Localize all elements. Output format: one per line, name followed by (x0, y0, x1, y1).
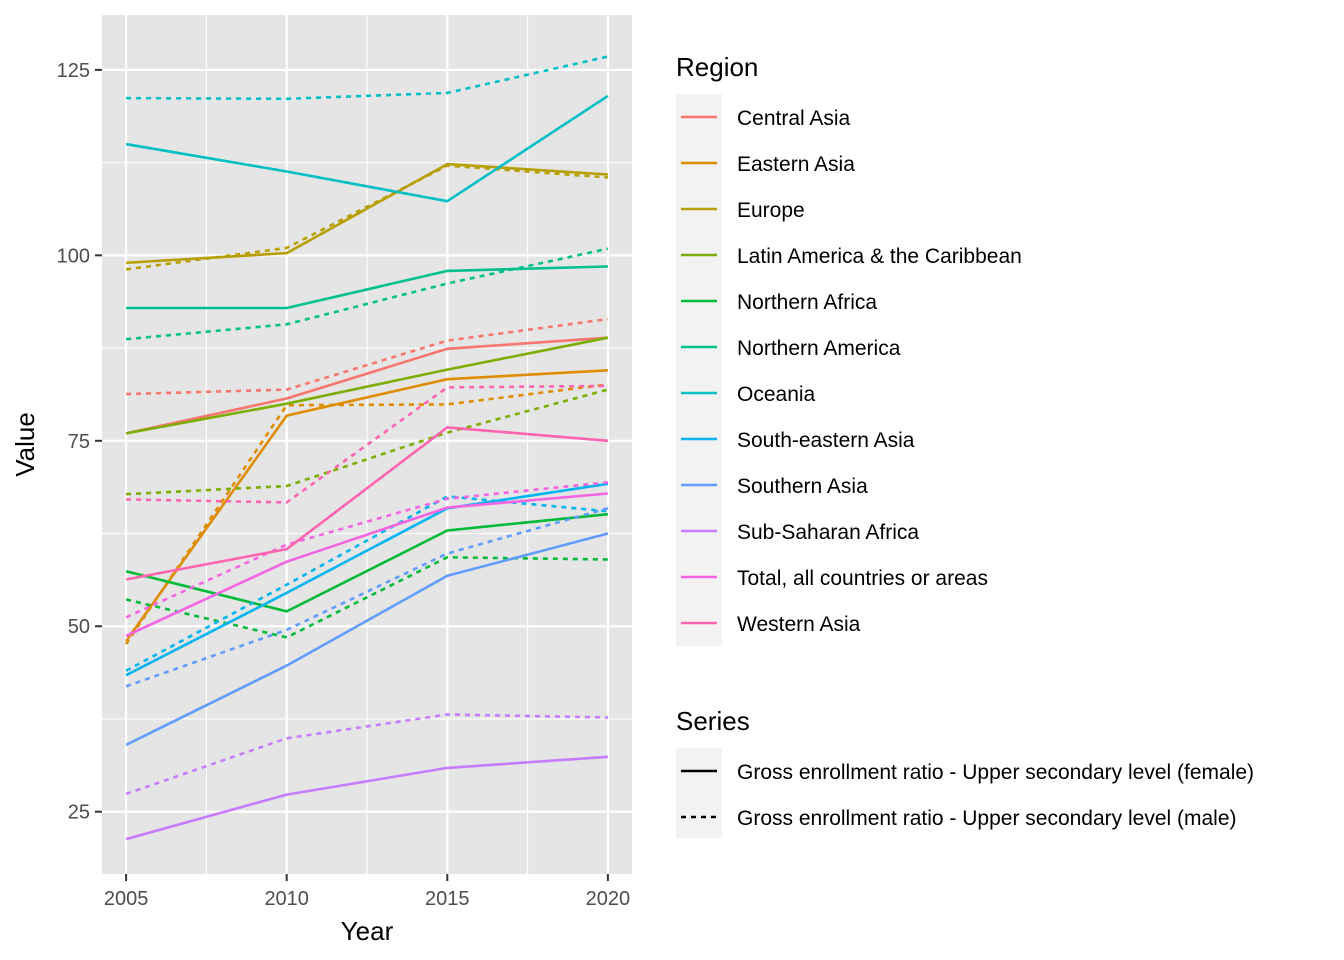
series-line-western-asia-female (125, 426, 609, 581)
series-line-total-all-countries-or-areas-female (125, 492, 609, 638)
legend-label-western-asia: Western Asia (737, 613, 861, 636)
series-line-sub-saharan-africa-female (125, 755, 608, 841)
series-line-europe-male (125, 164, 608, 271)
legend-series-title: Series (676, 706, 750, 736)
y-tick-label: 25 (68, 802, 90, 824)
legend-region-title: Region (676, 52, 758, 82)
x-axis: 2005 2010 2015 2020 (104, 874, 630, 910)
x-tick-label: 2015 (425, 888, 470, 910)
series-line-latin-america-the-caribbean-female (125, 336, 609, 435)
legend-label-europe: Europe (737, 199, 805, 222)
series-line-latin-america-the-caribbean-male (126, 388, 609, 496)
series-line-total-all-countries-or-areas-male (125, 481, 609, 619)
series-line-northern-africa-male (125, 555, 608, 639)
series-line-northern-america-female (126, 265, 608, 310)
legend-label-southern-asia: Southern Asia (737, 475, 868, 498)
series-line-central-asia-female (125, 336, 608, 435)
series-line-oceania-female (125, 94, 609, 203)
legend-label-male: Gross enrollment ratio - Upper secondary… (737, 807, 1237, 830)
series-line-south-eastern-asia-female (125, 482, 609, 677)
series-lines (125, 55, 609, 841)
series-line-sub-saharan-africa-male (125, 713, 608, 796)
major-gridlines (102, 15, 632, 874)
series-line-central-asia-male (126, 317, 609, 396)
legend-label-total-all-countries-or-areas: Total, all countries or areas (737, 567, 988, 590)
x-axis-title: Year (341, 916, 394, 946)
legend-label-eastern-asia: Eastern Asia (737, 153, 855, 176)
series-line-southern-asia-female (125, 532, 609, 747)
x-tick-label: 2005 (104, 888, 149, 910)
legend-label-central-asia: Central Asia (737, 107, 851, 130)
x-tick-label: 2010 (264, 888, 309, 910)
series-line-south-eastern-asia-male (125, 495, 609, 672)
y-tick-label: 125 (57, 60, 90, 82)
y-tick-label: 50 (68, 616, 90, 638)
x-tick-label: 2020 (586, 888, 631, 910)
y-axis: 25 50 75 100 125 (57, 60, 102, 824)
series-line-oceania-male (126, 55, 609, 101)
series-line-eastern-asia-male (125, 383, 609, 645)
legend-label-oceania: Oceania (737, 383, 816, 406)
series-line-northern-america-male (125, 247, 609, 341)
series-line-eastern-asia-female (125, 369, 608, 642)
legend-region-key-background (676, 94, 722, 646)
y-tick-label: 75 (68, 431, 90, 453)
y-tick-label: 100 (57, 245, 90, 267)
legend-series: Series Gross enrollment ratio - Upper se… (676, 706, 1254, 838)
y-axis-title: Value (10, 412, 40, 477)
legend-label-south-eastern-asia: South-eastern Asia (737, 429, 915, 452)
legend-label-northern-africa: Northern Africa (737, 291, 877, 314)
legend-label-female: Gross enrollment ratio - Upper secondary… (737, 761, 1254, 784)
legend-region: Region Central Asia Eastern Asia Europe Lat… (676, 52, 1022, 646)
legend-label-northern-america: Northern America (737, 337, 901, 360)
series-line-northern-africa-female (125, 512, 609, 613)
legend-label-latin-america-the-caribbean: Latin America & the Caribbean (737, 245, 1022, 268)
legend-series-key-background (676, 748, 722, 838)
legend-label-sub-saharan-africa: Sub-Saharan Africa (737, 521, 919, 544)
series-line-southern-asia-male (125, 507, 609, 688)
series-line-western-asia-male (126, 384, 608, 504)
